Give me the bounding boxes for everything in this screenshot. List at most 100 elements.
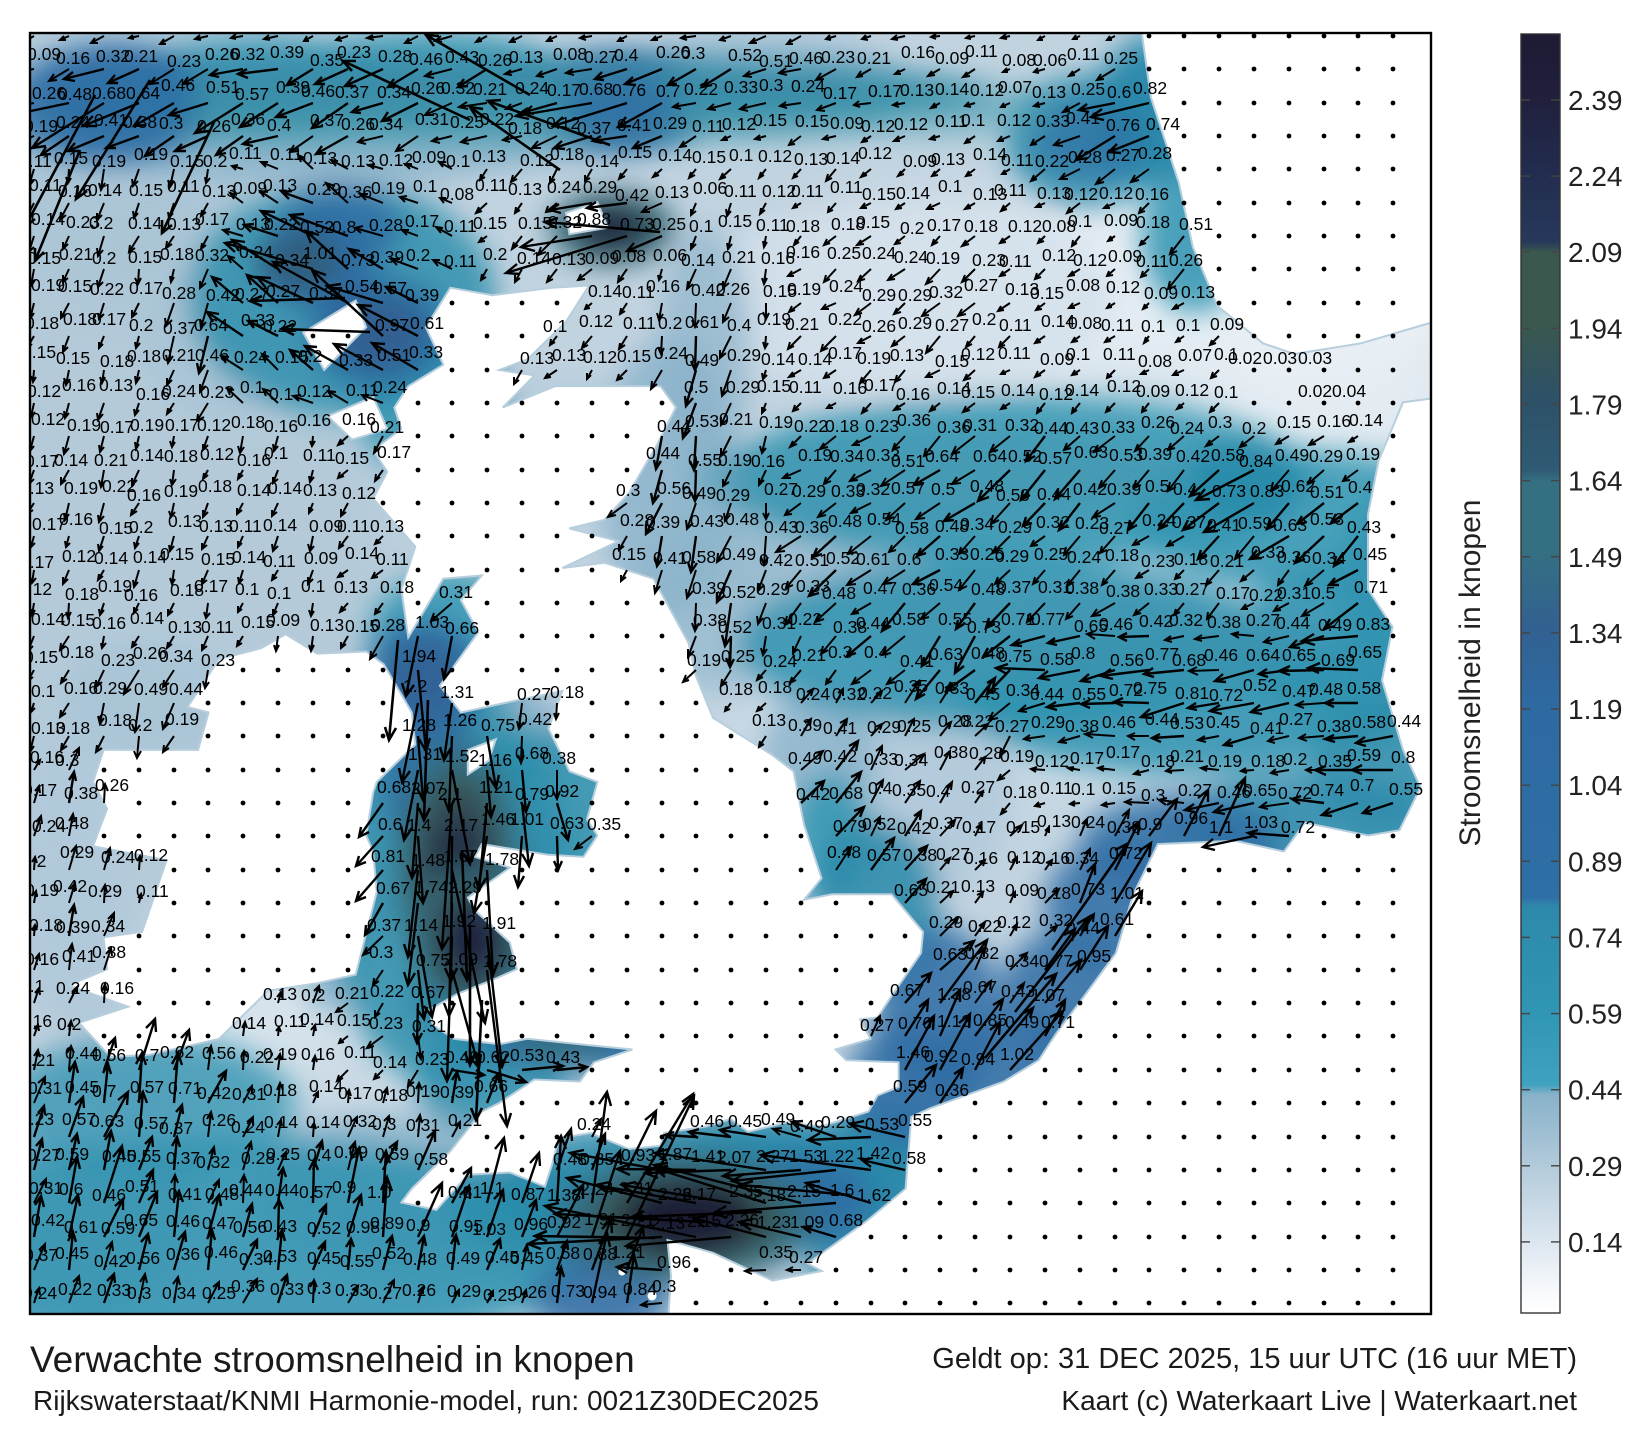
svg-text:0.28: 0.28: [162, 283, 196, 303]
svg-text:0.1: 0.1: [543, 316, 567, 336]
svg-text:0.09: 0.09: [309, 516, 343, 536]
svg-text:0.35: 0.35: [1318, 751, 1352, 771]
svg-text:0.12: 0.12: [970, 80, 1004, 100]
svg-text:0.31: 0.31: [1038, 577, 1072, 597]
svg-text:0.27: 0.27: [995, 716, 1029, 736]
svg-text:0.58: 0.58: [414, 1149, 448, 1169]
svg-text:0.12: 0.12: [1007, 847, 1041, 867]
svg-text:0.59: 0.59: [1568, 999, 1623, 1030]
svg-text:0.12: 0.12: [1099, 183, 1133, 203]
svg-text:0.11: 0.11: [623, 313, 656, 333]
svg-text:0.11: 0.11: [1103, 344, 1136, 364]
svg-text:0.52: 0.52: [728, 45, 762, 65]
svg-text:0.23: 0.23: [865, 416, 899, 436]
svg-text:0.45: 0.45: [1353, 544, 1387, 564]
svg-text:0.08: 0.08: [440, 184, 474, 204]
svg-text:0.29: 0.29: [1031, 712, 1065, 732]
svg-text:0.1: 0.1: [1141, 316, 1165, 336]
svg-text:0.14: 0.14: [54, 450, 88, 470]
svg-text:0.55: 0.55: [340, 1251, 374, 1271]
svg-text:0.65: 0.65: [1243, 780, 1277, 800]
svg-text:0.1: 0.1: [890, 17, 914, 37]
svg-text:0.33: 0.33: [1036, 111, 1070, 131]
svg-text:0.6: 0.6: [1107, 82, 1131, 102]
svg-text:0.96: 0.96: [1174, 808, 1208, 828]
svg-text:0.37: 0.37: [24, 1245, 58, 1265]
svg-text:0.11: 0.11: [229, 143, 262, 163]
svg-text:0.15: 0.15: [1030, 283, 1064, 303]
svg-text:0.46: 0.46: [204, 1242, 238, 1262]
svg-text:0.15: 0.15: [718, 211, 752, 231]
svg-text:0.49: 0.49: [1275, 445, 1309, 465]
svg-text:0.15: 0.15: [518, 213, 552, 233]
svg-text:0.09: 0.09: [903, 151, 937, 171]
svg-text:0.5: 0.5: [1311, 583, 1335, 603]
svg-text:0.12: 0.12: [197, 415, 231, 435]
svg-text:0.33: 0.33: [339, 350, 373, 370]
svg-text:0.44: 0.44: [265, 1180, 299, 1200]
svg-text:0.1: 0.1: [235, 579, 259, 599]
svg-text:0.62: 0.62: [160, 1042, 194, 1062]
svg-text:0.13: 0.13: [655, 182, 689, 202]
svg-text:0.28: 0.28: [369, 215, 403, 235]
svg-text:0.11: 0.11: [29, 175, 62, 195]
svg-text:0.11: 0.11: [337, 516, 370, 536]
svg-text:1.78: 1.78: [485, 849, 519, 869]
svg-text:0.17: 0.17: [1106, 742, 1140, 762]
svg-text:0.27: 0.27: [1279, 709, 1313, 729]
svg-text:0.14: 0.14: [94, 548, 128, 568]
svg-text:0.1: 0.1: [689, 216, 713, 236]
svg-text:0.12: 0.12: [1107, 376, 1141, 396]
svg-text:0.16: 0.16: [136, 384, 170, 404]
svg-text:0.43: 0.43: [263, 1216, 297, 1236]
svg-text:0.18: 0.18: [29, 915, 63, 935]
svg-text:0.3: 0.3: [681, 43, 705, 63]
svg-text:0.26: 0.26: [513, 1282, 547, 1302]
svg-text:1.02: 1.02: [1000, 1044, 1034, 1064]
svg-text:0.57: 0.57: [134, 1113, 168, 1133]
svg-text:0.65: 0.65: [124, 1210, 158, 1230]
svg-text:0.13: 0.13: [168, 617, 202, 637]
svg-text:0.26: 0.26: [205, 44, 239, 64]
svg-text:0.29: 0.29: [898, 285, 932, 305]
svg-text:0.18: 0.18: [65, 584, 99, 604]
svg-text:0.48: 0.48: [822, 583, 856, 603]
svg-text:0.24: 0.24: [829, 276, 863, 296]
svg-text:0.59: 0.59: [101, 1218, 135, 1238]
svg-text:0.11: 0.11: [1040, 778, 1073, 798]
svg-text:0.11: 0.11: [229, 516, 262, 536]
svg-text:0.12: 0.12: [1064, 184, 1098, 204]
svg-text:1.38: 1.38: [547, 1185, 581, 1205]
svg-text:0.14: 0.14: [128, 213, 162, 233]
svg-text:0.25: 0.25: [1034, 544, 1068, 564]
svg-text:0.2: 0.2: [900, 218, 924, 238]
svg-text:0.11: 0.11: [1101, 315, 1134, 335]
svg-text:0.23: 0.23: [66, 212, 100, 232]
svg-text:0.24: 0.24: [56, 978, 90, 998]
svg-text:0.2: 0.2: [483, 244, 507, 264]
svg-text:0.4: 0.4: [868, 778, 893, 798]
svg-text:0.2: 0.2: [406, 245, 430, 265]
svg-text:0.46: 0.46: [1102, 712, 1136, 732]
svg-text:0.16: 0.16: [127, 485, 161, 505]
svg-text:0.74: 0.74: [1310, 780, 1344, 800]
svg-text:0.1: 0.1: [1214, 344, 1238, 364]
svg-text:0.14: 0.14: [1001, 380, 1035, 400]
svg-text:0.15: 0.15: [99, 518, 133, 538]
svg-text:0.19: 0.19: [371, 178, 405, 198]
svg-text:0.08: 0.08: [1068, 313, 1102, 333]
svg-text:0.44: 0.44: [1568, 1075, 1623, 1106]
svg-text:0.13: 0.13: [508, 179, 542, 199]
svg-text:0.16: 0.16: [761, 248, 795, 268]
svg-text:0.3: 0.3: [307, 1278, 331, 1298]
svg-text:0.18: 0.18: [825, 416, 859, 436]
svg-text:1.62: 1.62: [857, 1185, 891, 1205]
svg-text:0.7: 0.7: [656, 81, 680, 101]
svg-text:0.16: 0.16: [1036, 848, 1070, 868]
svg-text:0.15: 0.15: [618, 142, 652, 162]
svg-text:0.23: 0.23: [201, 650, 235, 670]
svg-text:0.24: 0.24: [791, 76, 825, 96]
svg-text:0.28: 0.28: [378, 46, 412, 66]
svg-text:0.24: 0.24: [1170, 418, 1204, 438]
svg-text:0.22: 0.22: [828, 309, 862, 329]
